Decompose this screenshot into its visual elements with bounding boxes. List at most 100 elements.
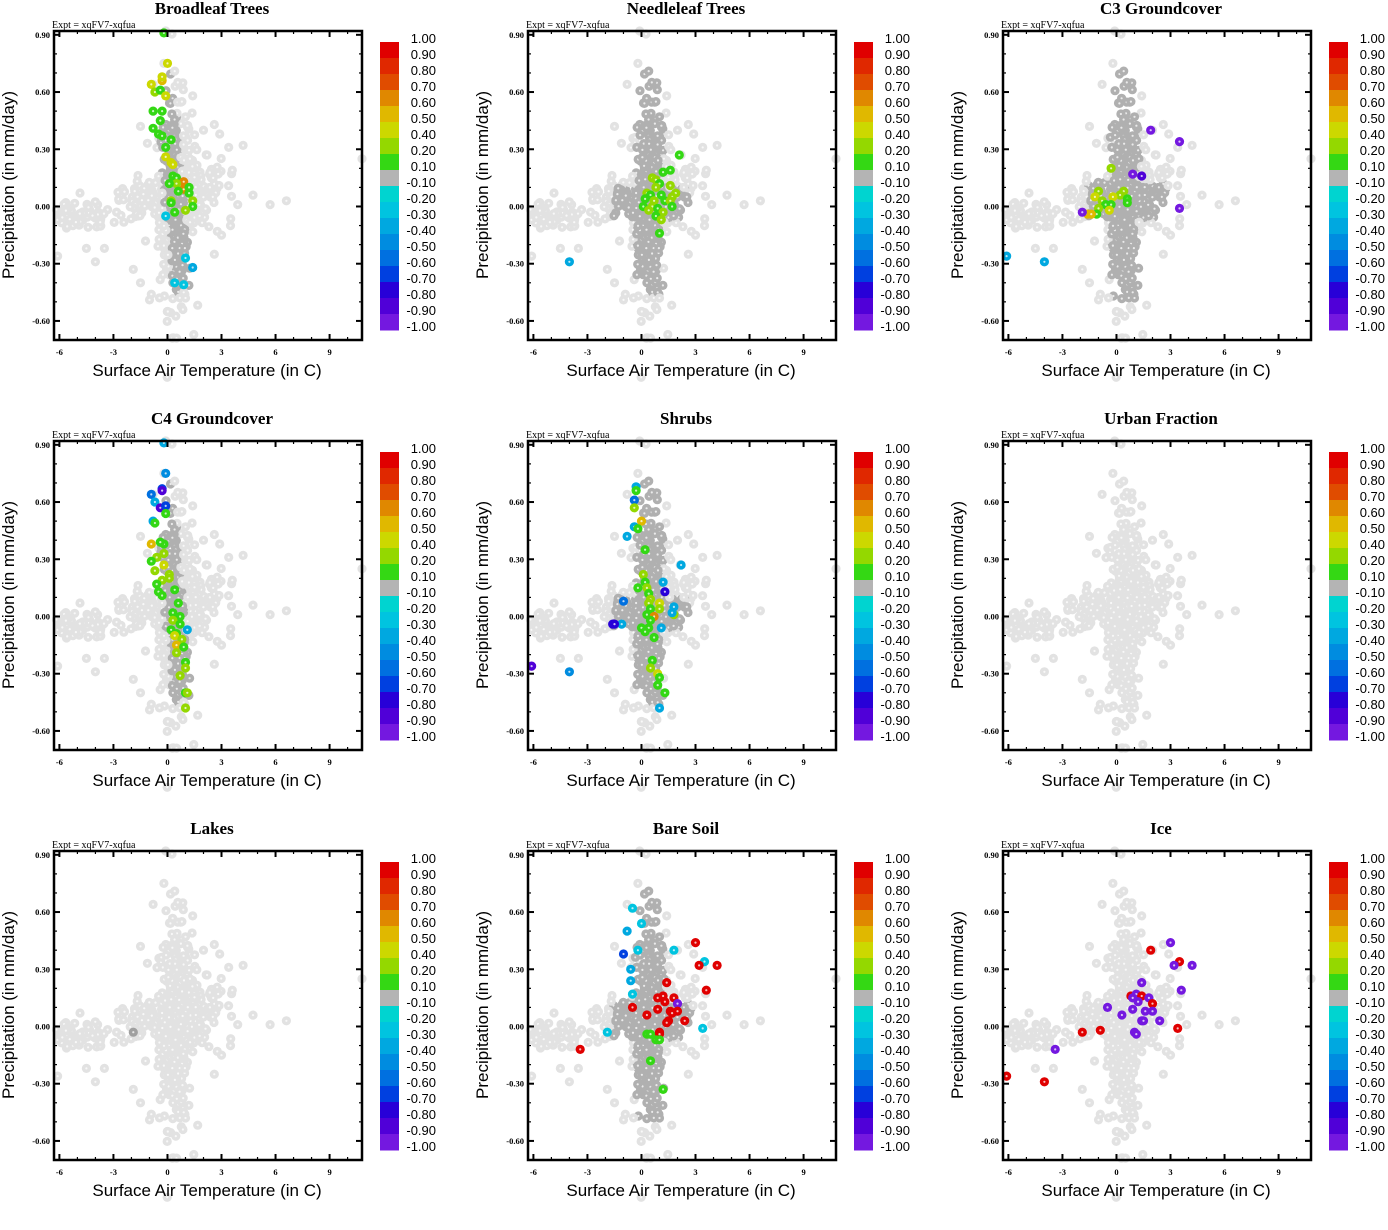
data-point-center [165, 146, 167, 148]
data-point-center [1043, 201, 1045, 203]
colorbar-swatch [1329, 90, 1348, 107]
data-point-center [636, 274, 638, 276]
data-point-center [188, 171, 190, 173]
data-point-center [638, 179, 640, 181]
data-point-center [693, 133, 695, 135]
data-point-center [577, 247, 579, 249]
data-point-center [665, 112, 667, 114]
data-point-center [1004, 208, 1006, 210]
data-point-center [103, 247, 105, 249]
data-point-center [1110, 167, 1112, 169]
data-point-center [1062, 221, 1064, 223]
data-point-center [1052, 247, 1054, 249]
y-tick-label: -0.60 [506, 316, 524, 326]
data-point-center [655, 101, 657, 103]
data-point-center [1040, 215, 1042, 217]
data-point-center [184, 297, 186, 299]
data-point-center [1036, 226, 1038, 228]
data-point-center [1167, 184, 1169, 186]
y-axis-label: Precipitation (in mm/day) [948, 91, 967, 279]
colorbar-label: 0.90 [885, 47, 910, 62]
scatter-plot: Needleleaf Trees Expt = xqFV7-xqfua -6-3… [474, 0, 937, 410]
data-point-center [1118, 165, 1120, 167]
data-point-center [175, 315, 177, 317]
colorbar-label: -0.10 [1355, 175, 1385, 190]
data-point-center [1118, 102, 1120, 104]
data-point-center [1146, 304, 1148, 306]
data-point-center [1083, 190, 1085, 192]
data-point-center [651, 81, 653, 83]
y-tick-label: 0.90 [984, 30, 999, 40]
data-point-center [1114, 90, 1116, 92]
data-point-center [158, 238, 160, 240]
colorbar-swatch [380, 218, 399, 235]
data-point-center [1085, 180, 1087, 182]
data-point-center [694, 234, 696, 236]
data-point-center [1161, 196, 1163, 198]
colorbar-label: -0.90 [406, 303, 436, 318]
data-point-center [1079, 218, 1081, 220]
data-point-center [1105, 204, 1107, 206]
colorbar-label: -0.50 [1355, 239, 1385, 254]
colorbar-swatch [854, 186, 873, 203]
data-point-center [220, 157, 222, 159]
points-layer [52, 436, 367, 792]
data-point-center [182, 233, 184, 235]
data-point-center [1118, 206, 1120, 208]
data-point-center [183, 181, 185, 183]
data-point-center [606, 268, 608, 270]
data-point-center [655, 186, 657, 188]
data-point-center [676, 129, 678, 131]
x-tick-label: -3 [110, 347, 117, 357]
data-point-center [1148, 215, 1150, 217]
colorbar-swatch [1329, 218, 1348, 235]
y-tick-label: -0.60 [32, 316, 50, 326]
data-point-center [183, 284, 185, 286]
data-point-center [632, 297, 634, 299]
data-point-center [237, 204, 239, 206]
points-layer [52, 26, 367, 382]
data-point-center [172, 298, 174, 300]
data-point-center [170, 202, 172, 204]
data-point-center [686, 196, 688, 198]
data-point-center [565, 215, 567, 217]
data-point-center [213, 253, 215, 255]
data-point-center [1126, 202, 1128, 204]
colorbar-label: 0.60 [411, 95, 436, 110]
data-point-center [186, 125, 188, 127]
data-point-center [208, 226, 210, 228]
data-point-center [152, 127, 154, 129]
x-tick-label: 0 [639, 347, 643, 357]
data-point-center [1111, 274, 1113, 276]
data-point-center [643, 165, 645, 167]
data-point-center [613, 282, 615, 284]
colorbar-swatch [380, 170, 399, 187]
x-tick-label: -3 [1059, 347, 1066, 357]
data-point-center [568, 201, 570, 203]
data-point-center [154, 182, 156, 184]
colorbar-swatch [1329, 202, 1348, 219]
data-point-center [1086, 174, 1088, 176]
data-point-center [683, 186, 685, 188]
data-point-center [648, 70, 650, 72]
data-point-center [174, 282, 176, 284]
data-point-center [639, 215, 641, 217]
data-point-center [683, 171, 685, 173]
data-point-center [654, 123, 656, 125]
colorbar-swatch [854, 74, 873, 91]
data-point-center [636, 146, 638, 148]
data-point-center [664, 200, 666, 202]
colorbar-swatch [854, 138, 873, 155]
colorbar-swatch [854, 58, 873, 75]
data-point-center [152, 110, 154, 112]
data-point-center [144, 205, 146, 207]
data-point-center [183, 291, 185, 293]
data-point-center [176, 149, 178, 151]
x-tick-label: 3 [693, 347, 697, 357]
data-point-center [622, 181, 624, 183]
data-point-center [1120, 113, 1122, 115]
colorbar-swatch [1329, 234, 1348, 251]
data-point-center [193, 176, 195, 178]
data-point-center [177, 291, 179, 293]
colorbar-label: -0.70 [1355, 271, 1385, 286]
